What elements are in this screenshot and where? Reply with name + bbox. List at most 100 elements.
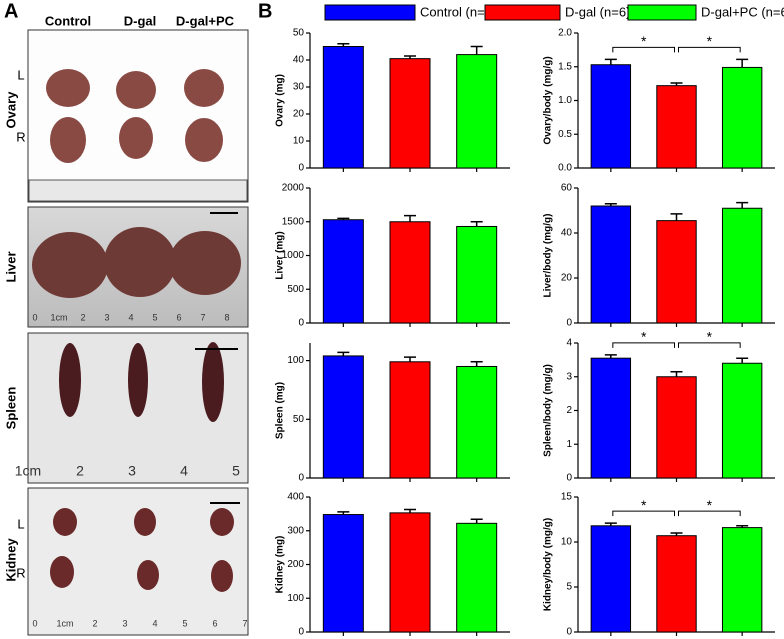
significance-label: * — [707, 33, 713, 49]
error-bar — [670, 82, 683, 86]
bar — [721, 527, 763, 633]
y-tick-label: 300 — [287, 525, 304, 536]
bar — [721, 207, 763, 324]
error-bar — [736, 201, 749, 209]
bar — [389, 221, 431, 324]
organs — [32, 227, 241, 298]
y-tick-label: 50 — [293, 414, 305, 425]
y-tick-label: 0 — [566, 318, 572, 329]
bar — [322, 46, 364, 169]
ruler-label: 2 — [92, 618, 97, 628]
bar — [656, 85, 697, 169]
panel-label: B — [258, 0, 272, 22]
y-tick-label: 0 — [298, 163, 304, 174]
y-tick-label: 500 — [287, 284, 304, 295]
y-axis-label: Spleen/body (mg/g) — [543, 364, 554, 457]
y-axis-label: Liver/body (mg/g) — [543, 214, 554, 298]
bar — [656, 376, 697, 479]
error-bar — [604, 354, 617, 359]
significance-bracket — [612, 46, 675, 53]
bar — [322, 514, 364, 633]
y-axis-label: Kidney (mg) — [275, 536, 286, 594]
y-tick-label: 1 — [566, 439, 572, 450]
ruler-label: 6 — [176, 312, 181, 322]
ruler-label: 5 — [182, 618, 187, 628]
error-bar — [604, 203, 617, 206]
y-tick-label: 400 — [287, 492, 304, 503]
bar — [590, 525, 632, 633]
y-tick-label: 1.0 — [558, 95, 572, 106]
y-tick-label: 30 — [293, 82, 305, 93]
side-label: L — [17, 516, 24, 531]
error-bar — [404, 356, 416, 362]
error-bar — [337, 511, 350, 515]
bar — [656, 535, 697, 633]
y-tick-label: 0.0 — [558, 163, 572, 174]
y-tick-label: 1.5 — [558, 61, 572, 72]
error-bar — [670, 370, 683, 377]
error-bar — [404, 508, 416, 513]
ruler — [28, 179, 248, 202]
ruler-label: 4 — [152, 618, 157, 628]
y-tick-label: 0 — [566, 627, 572, 638]
organs — [46, 69, 224, 163]
bar — [389, 58, 431, 169]
error-bar — [470, 45, 483, 55]
column-label: D-gal+PC — [176, 13, 235, 28]
y-axis-label: Liver (mg) — [275, 231, 286, 279]
error-bar — [736, 525, 749, 528]
ruler-label: 2 — [80, 312, 85, 322]
bar — [456, 54, 498, 169]
legend-label: D-gal+PC (n=6) — [701, 4, 784, 19]
y-tick-label: 20 — [293, 109, 305, 120]
side-label: R — [16, 129, 25, 144]
ruler-label: 5 — [152, 312, 157, 322]
y-tick-label: 2 — [566, 405, 572, 416]
y-tick-label: 2000 — [282, 183, 305, 194]
y-tick-label: 100 — [287, 355, 304, 366]
y-tick-label: 0 — [298, 318, 304, 329]
significance-label: * — [707, 329, 713, 345]
error-bar — [470, 221, 483, 227]
ovary-photo — [27, 29, 249, 203]
ruler-label: 1cm — [15, 463, 41, 479]
error-bar — [337, 351, 350, 356]
error-bar — [736, 58, 749, 68]
error-bar — [470, 361, 483, 367]
legend-swatch — [484, 4, 561, 21]
error-bar — [604, 522, 617, 526]
y-axis-label: Ovary (mg) — [275, 74, 286, 127]
significance-bracket — [678, 342, 741, 348]
ruler-label: 2 — [76, 463, 84, 479]
significance-bracket — [678, 46, 741, 53]
y-tick-label: 2.0 — [558, 28, 572, 39]
bar — [322, 355, 364, 479]
y-tick-label: 200 — [287, 559, 304, 570]
significance-label: * — [641, 329, 647, 345]
ruler-label: 1cm — [50, 312, 67, 322]
ruler-label: 3 — [128, 463, 136, 479]
error-bar — [404, 214, 416, 222]
error-bar — [337, 217, 350, 220]
row-label: Spleen — [3, 387, 18, 430]
bar — [590, 64, 632, 169]
column-label: Control — [45, 13, 91, 28]
y-axis-label: Kidney/body (mg/g) — [543, 518, 554, 611]
y-tick-label: 0 — [298, 627, 304, 638]
error-bar — [404, 55, 416, 59]
legend-swatch — [627, 4, 697, 21]
error-bar — [470, 518, 483, 524]
y-tick-label: 3 — [566, 371, 572, 382]
ruler-label: 6 — [212, 618, 217, 628]
ruler-label: 0 — [32, 312, 37, 322]
y-tick-label: 100 — [287, 593, 304, 604]
row-label: Liver — [3, 251, 18, 282]
bar — [456, 365, 498, 479]
y-tick-label: 40 — [561, 228, 573, 239]
ruler-label: 4 — [128, 312, 133, 322]
error-bar — [670, 532, 683, 536]
error-bar — [736, 357, 749, 364]
y-tick-label: 10 — [561, 537, 573, 548]
ruler-label: 1cm — [56, 618, 73, 628]
